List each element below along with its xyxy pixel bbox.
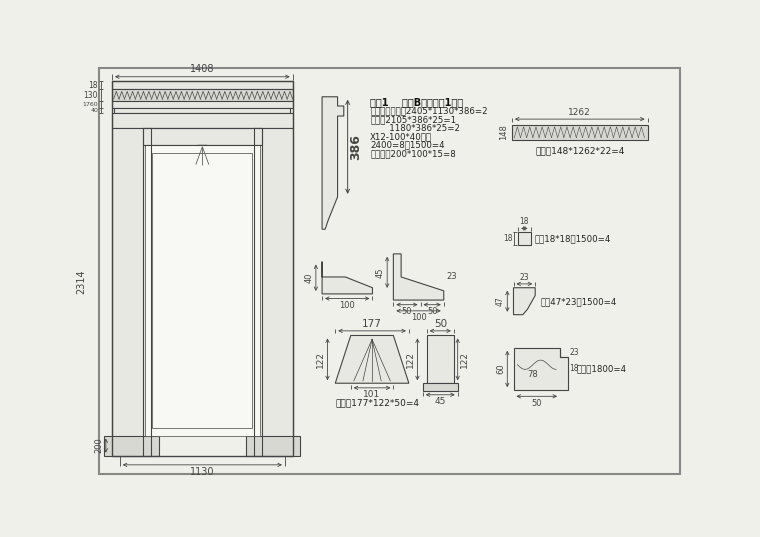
Text: 50: 50 — [434, 318, 447, 329]
Text: 40: 40 — [305, 272, 314, 283]
Text: 1180*386*25=2: 1180*386*25=2 — [370, 124, 460, 133]
Text: 1130: 1130 — [190, 467, 214, 477]
Text: 23: 23 — [569, 348, 579, 357]
Text: 101: 101 — [363, 390, 381, 399]
Text: 序号1    客厅B立面哑口1料单: 序号1 客厅B立面哑口1料单 — [370, 97, 464, 107]
Text: 23: 23 — [520, 273, 529, 281]
Text: 2400=8，1500=4: 2400=8，1500=4 — [370, 141, 445, 150]
Text: 23: 23 — [446, 272, 457, 281]
Text: 50: 50 — [402, 307, 412, 316]
Text: 配底座：200*100*15=8: 配底座：200*100*15=8 — [370, 149, 456, 158]
Bar — [112, 82, 293, 89]
Bar — [152, 153, 252, 428]
Polygon shape — [514, 348, 568, 390]
Text: 45: 45 — [435, 397, 446, 406]
Text: 122: 122 — [316, 351, 325, 368]
Bar — [518, 233, 530, 245]
Text: 压持18*18：1500=4: 压持18*18：1500=4 — [534, 234, 611, 243]
Text: 18: 18 — [89, 81, 98, 90]
Text: 压线47*23：1500=4: 压线47*23：1500=4 — [540, 297, 617, 306]
Bar — [423, 383, 458, 391]
Text: 18: 18 — [520, 217, 529, 226]
Text: 386: 386 — [349, 134, 363, 160]
Text: 177: 177 — [362, 318, 382, 329]
Text: 归头：1800=4: 归头：1800=4 — [577, 365, 627, 373]
Polygon shape — [322, 262, 372, 294]
Text: 148: 148 — [499, 124, 508, 140]
Text: 50: 50 — [531, 398, 542, 408]
Bar — [143, 128, 261, 146]
Text: 2314: 2314 — [77, 270, 87, 294]
Text: 18: 18 — [569, 365, 579, 373]
Text: 50: 50 — [427, 307, 437, 316]
Bar — [112, 82, 293, 455]
Bar — [512, 125, 648, 140]
Polygon shape — [194, 146, 211, 167]
Bar — [254, 128, 293, 455]
Bar — [104, 436, 159, 455]
Text: 78: 78 — [527, 370, 538, 379]
Polygon shape — [335, 336, 409, 383]
Text: 1262: 1262 — [568, 108, 591, 117]
Bar — [112, 113, 293, 128]
Text: 1760: 1760 — [83, 102, 98, 107]
Bar — [112, 89, 293, 101]
Text: 45: 45 — [376, 267, 385, 278]
Polygon shape — [394, 254, 444, 300]
Text: 122: 122 — [406, 351, 415, 368]
Polygon shape — [514, 288, 535, 315]
Polygon shape — [322, 97, 344, 229]
Text: 100: 100 — [340, 301, 355, 310]
Text: 主板：2105*386*25=1: 主板：2105*386*25=1 — [370, 115, 456, 124]
Text: 雕花：177*122*50=4: 雕花：177*122*50=4 — [335, 398, 420, 408]
Bar — [114, 107, 290, 113]
Text: 墻板：148*1262*22=4: 墻板：148*1262*22=4 — [535, 146, 625, 155]
Bar — [144, 146, 260, 436]
Text: 200: 200 — [94, 438, 103, 453]
Bar — [112, 101, 293, 107]
Text: 130: 130 — [84, 91, 98, 100]
Bar — [426, 336, 454, 383]
Bar — [112, 128, 150, 455]
Bar — [246, 436, 300, 455]
Text: X12-100*40线条: X12-100*40线条 — [370, 132, 432, 141]
Text: 1408: 1408 — [190, 64, 214, 75]
Text: 40: 40 — [90, 108, 98, 113]
Text: 60: 60 — [496, 364, 505, 374]
Text: 122: 122 — [460, 351, 469, 368]
Text: 门框内径尺寸：2405*1130*386=2: 门框内径尺寸：2405*1130*386=2 — [370, 107, 488, 116]
Text: 18: 18 — [503, 234, 513, 243]
Text: 100: 100 — [410, 313, 426, 322]
Text: 47: 47 — [496, 296, 505, 306]
